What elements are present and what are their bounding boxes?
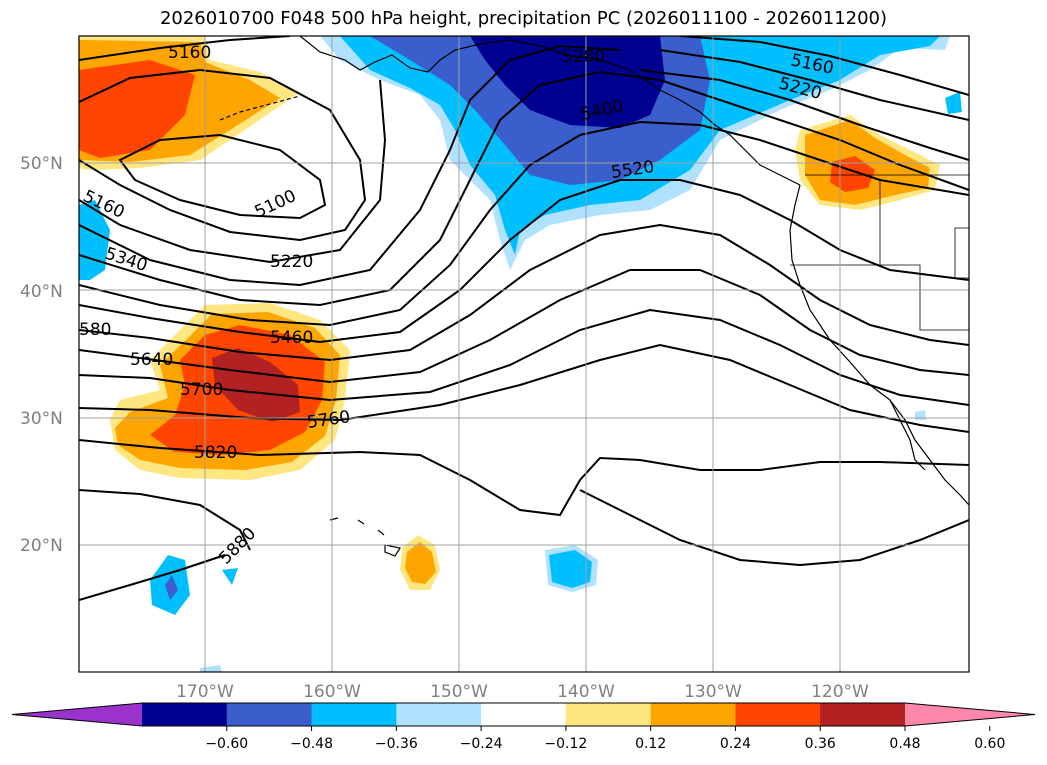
map-title: 2026010700 F048 500 hPa height, precipit… bbox=[159, 8, 888, 29]
precip-negative-east-hawaii-core bbox=[549, 550, 592, 588]
coastlines bbox=[219, 36, 969, 557]
colorbar-extend-min bbox=[12, 703, 142, 726]
contour-label: 5820 bbox=[194, 443, 237, 463]
colorbar-segment bbox=[565, 703, 652, 726]
colorbar-tick-label: 0.48 bbox=[889, 736, 920, 752]
contour-label: 5640 bbox=[130, 350, 173, 370]
precip-negative-small-1 bbox=[222, 568, 238, 585]
colorbar-tick-label: 0.60 bbox=[974, 736, 1005, 752]
precip-negative-southwest-core bbox=[165, 575, 178, 600]
colorbar-segment bbox=[142, 703, 228, 726]
precip-negative-west-edge bbox=[79, 200, 110, 280]
contour-label: 5460 bbox=[270, 328, 313, 348]
precip-negative-small-2 bbox=[945, 92, 962, 114]
lon-label: 120°W bbox=[811, 682, 869, 702]
lat-labels: 50°N 40°N 30°N 20°N bbox=[20, 154, 63, 556]
contour-5220-ring bbox=[79, 79, 387, 264]
state-border-3 bbox=[954, 227, 969, 279]
colorbar-tick-label: −0.48 bbox=[290, 736, 333, 752]
colorbar-segment bbox=[396, 703, 482, 726]
lon-label: 170°W bbox=[176, 682, 234, 702]
colorbar-tick-label: 0.36 bbox=[805, 736, 836, 752]
colorbar-segment bbox=[650, 703, 736, 726]
lon-label: 130°W bbox=[684, 682, 742, 702]
colorbar-segment bbox=[226, 703, 313, 726]
height-contours bbox=[79, 36, 969, 601]
precip-positive-pnw-max bbox=[830, 156, 875, 192]
map-content: 5160 5280 5160 5220 5400 5520 5160 5100 … bbox=[79, 36, 969, 672]
colorbar-segment bbox=[481, 703, 567, 726]
precip-positive-hawaii-core bbox=[405, 542, 436, 584]
contour-label: 5700 bbox=[180, 380, 223, 400]
contour-label: 5280 bbox=[562, 47, 605, 67]
contour-5400 bbox=[79, 120, 969, 327]
graticule bbox=[79, 36, 969, 672]
contour-5280 bbox=[79, 44, 621, 287]
precip-positive-nw-max bbox=[79, 60, 195, 158]
hawaii-islands bbox=[329, 517, 401, 557]
contour-5520 bbox=[79, 223, 969, 362]
contour-5580 bbox=[79, 269, 969, 384]
lon-labels: 170°W 160°W 150°W 140°W 130°W 120°W bbox=[176, 682, 869, 702]
contour-label: 580 bbox=[79, 320, 111, 340]
lon-label: 150°W bbox=[430, 682, 488, 702]
alaska-coast bbox=[299, 36, 801, 186]
lat-label: 50°N bbox=[20, 154, 63, 174]
colorbar-segment bbox=[311, 703, 397, 726]
contour-5160-north bbox=[79, 36, 291, 61]
contour-5820 bbox=[79, 489, 251, 551]
contour-5880 bbox=[79, 554, 226, 601]
contour-label: 5220 bbox=[270, 252, 313, 272]
colorbar-extend-max bbox=[905, 703, 1035, 726]
colorbar-segment bbox=[735, 703, 821, 726]
lat-label: 30°N bbox=[20, 409, 63, 429]
colorbar: −0.60 −0.48 −0.36 −0.24 −0.12 0.12 0.24 0.36 0.4… bbox=[11, 702, 1036, 752]
lat-label: 20°N bbox=[20, 536, 63, 556]
contour-5160-east bbox=[679, 36, 969, 96]
north-america-west-coast bbox=[789, 184, 969, 506]
lat-label: 40°N bbox=[20, 282, 63, 302]
colorbar-tick-label: −0.12 bbox=[544, 736, 587, 752]
colorbar-tick-label: 0.24 bbox=[720, 736, 751, 752]
map-frame bbox=[78, 35, 970, 673]
contour-5880-east bbox=[579, 489, 969, 567]
contour-5100-ring bbox=[118, 133, 327, 220]
contour-label: 5160 bbox=[168, 43, 211, 63]
precip-positive-subtropical-max bbox=[212, 348, 300, 422]
lon-label: 140°W bbox=[557, 682, 615, 702]
precip-negative-ne-max bbox=[470, 36, 665, 128]
colorbar-tick-label: −0.36 bbox=[375, 736, 418, 752]
colorbar-tick-label: −0.24 bbox=[460, 736, 503, 752]
state-border-1 bbox=[790, 264, 969, 331]
colorbar-tick-label: −0.60 bbox=[205, 736, 248, 752]
contour-5760 bbox=[79, 439, 969, 517]
colorbar-segment bbox=[820, 703, 906, 726]
colorbar-tick-label: 0.12 bbox=[635, 736, 666, 752]
contour-5340 bbox=[79, 70, 969, 307]
contour-5460 bbox=[79, 179, 969, 344]
contour-5280-east bbox=[639, 69, 969, 161]
lon-label: 160°W bbox=[303, 682, 361, 702]
aleutians bbox=[219, 95, 301, 121]
contour-5160-ring bbox=[79, 68, 367, 242]
colorbar-outline bbox=[11, 702, 1036, 727]
